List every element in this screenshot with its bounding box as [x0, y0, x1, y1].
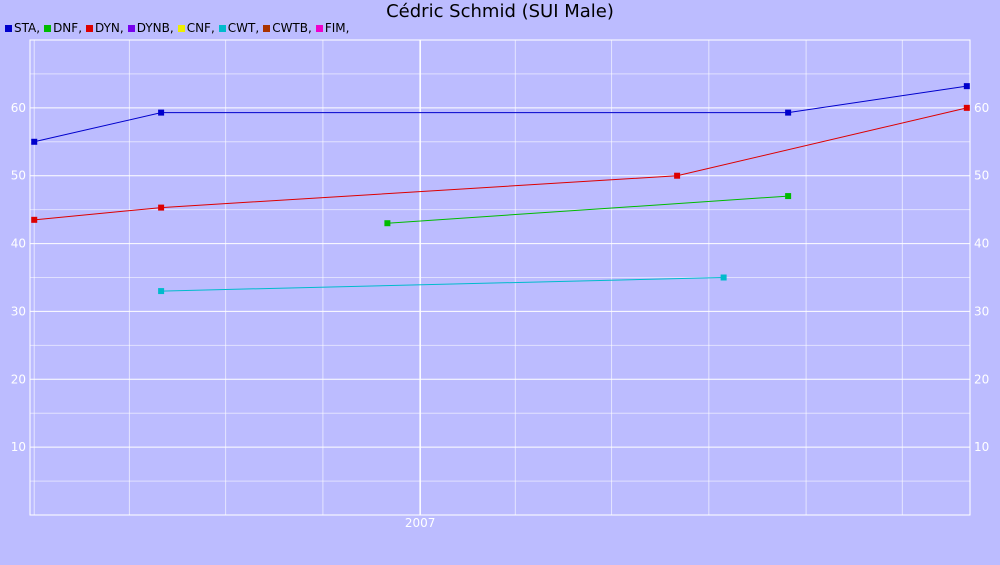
x-tick-label: 2007 [405, 516, 436, 530]
legend-entry-sta: STA, [5, 21, 40, 35]
data-point-sta [785, 109, 792, 116]
y-tick-label-left: 30 [11, 304, 26, 318]
data-point-cwt [720, 274, 727, 281]
legend-entry-fim: FIM, [315, 21, 349, 35]
legend-entry-cnf: CNF, [177, 21, 215, 35]
y-tick-label-right: 20 [974, 372, 989, 386]
legend-swatch [263, 24, 271, 32]
y-tick-label-right: 30 [974, 304, 989, 318]
legend: STA, DNF, DYN, DYNB, CNF, CWT, CWTB, FIM, [5, 20, 353, 36]
y-tick-label-right: 40 [974, 237, 989, 251]
series-line-dnf [387, 195, 789, 224]
legend-entry-dnf: DNF, [44, 21, 82, 35]
y-tick-label-left: 50 [11, 169, 26, 183]
legend-swatch [315, 24, 323, 32]
data-point-cwt [158, 288, 165, 295]
legend-label: DYN [95, 21, 120, 35]
data-point-dyn [31, 216, 38, 223]
legend-label: DYNB [136, 21, 170, 35]
data-point-dnf [785, 193, 792, 200]
legend-swatch [5, 24, 12, 32]
y-tick-label-right: 10 [974, 440, 989, 454]
legend-swatch [127, 24, 135, 32]
legend-label: CWTB [272, 21, 308, 35]
chart-title: Cédric Schmid (SUI Male) [386, 1, 614, 22]
legend-label: CNF [186, 21, 211, 35]
data-point-dnf [384, 220, 391, 227]
data-point-sta [158, 109, 165, 116]
data-point-dyn [674, 172, 681, 179]
legend-swatch [44, 24, 52, 32]
legend-swatch [177, 24, 185, 32]
legend-entry-cwtb: CWTB, [263, 21, 312, 35]
legend-label: STA [14, 21, 37, 35]
legend-entry-dynb: DYNB, [127, 21, 174, 35]
y-tick-label-left: 40 [11, 237, 26, 251]
series-line-dyn [34, 107, 967, 221]
data-point-sta [963, 83, 970, 90]
series-line-sta [34, 85, 967, 143]
legend-label: FIM [324, 21, 346, 35]
y-tick-label-right: 50 [974, 169, 989, 183]
legend-swatch [86, 24, 94, 32]
y-tick-label-left: 60 [11, 101, 26, 115]
data-point-sta [31, 138, 38, 145]
legend-entry-dyn: DYN, [86, 21, 124, 35]
legend-label: DNF [53, 21, 79, 35]
legend-swatch [218, 24, 226, 32]
legend-label: CWT [227, 21, 256, 35]
data-point-dyn [158, 204, 165, 211]
y-tick-label-left: 10 [11, 440, 26, 454]
y-tick-label-right: 60 [974, 101, 989, 115]
series-line-cwt [161, 277, 724, 292]
plot-border [29, 39, 971, 516]
legend-entry-cwt: CWT, [218, 21, 259, 35]
data-point-dyn [963, 104, 970, 111]
y-tick-label-left: 20 [11, 372, 26, 386]
